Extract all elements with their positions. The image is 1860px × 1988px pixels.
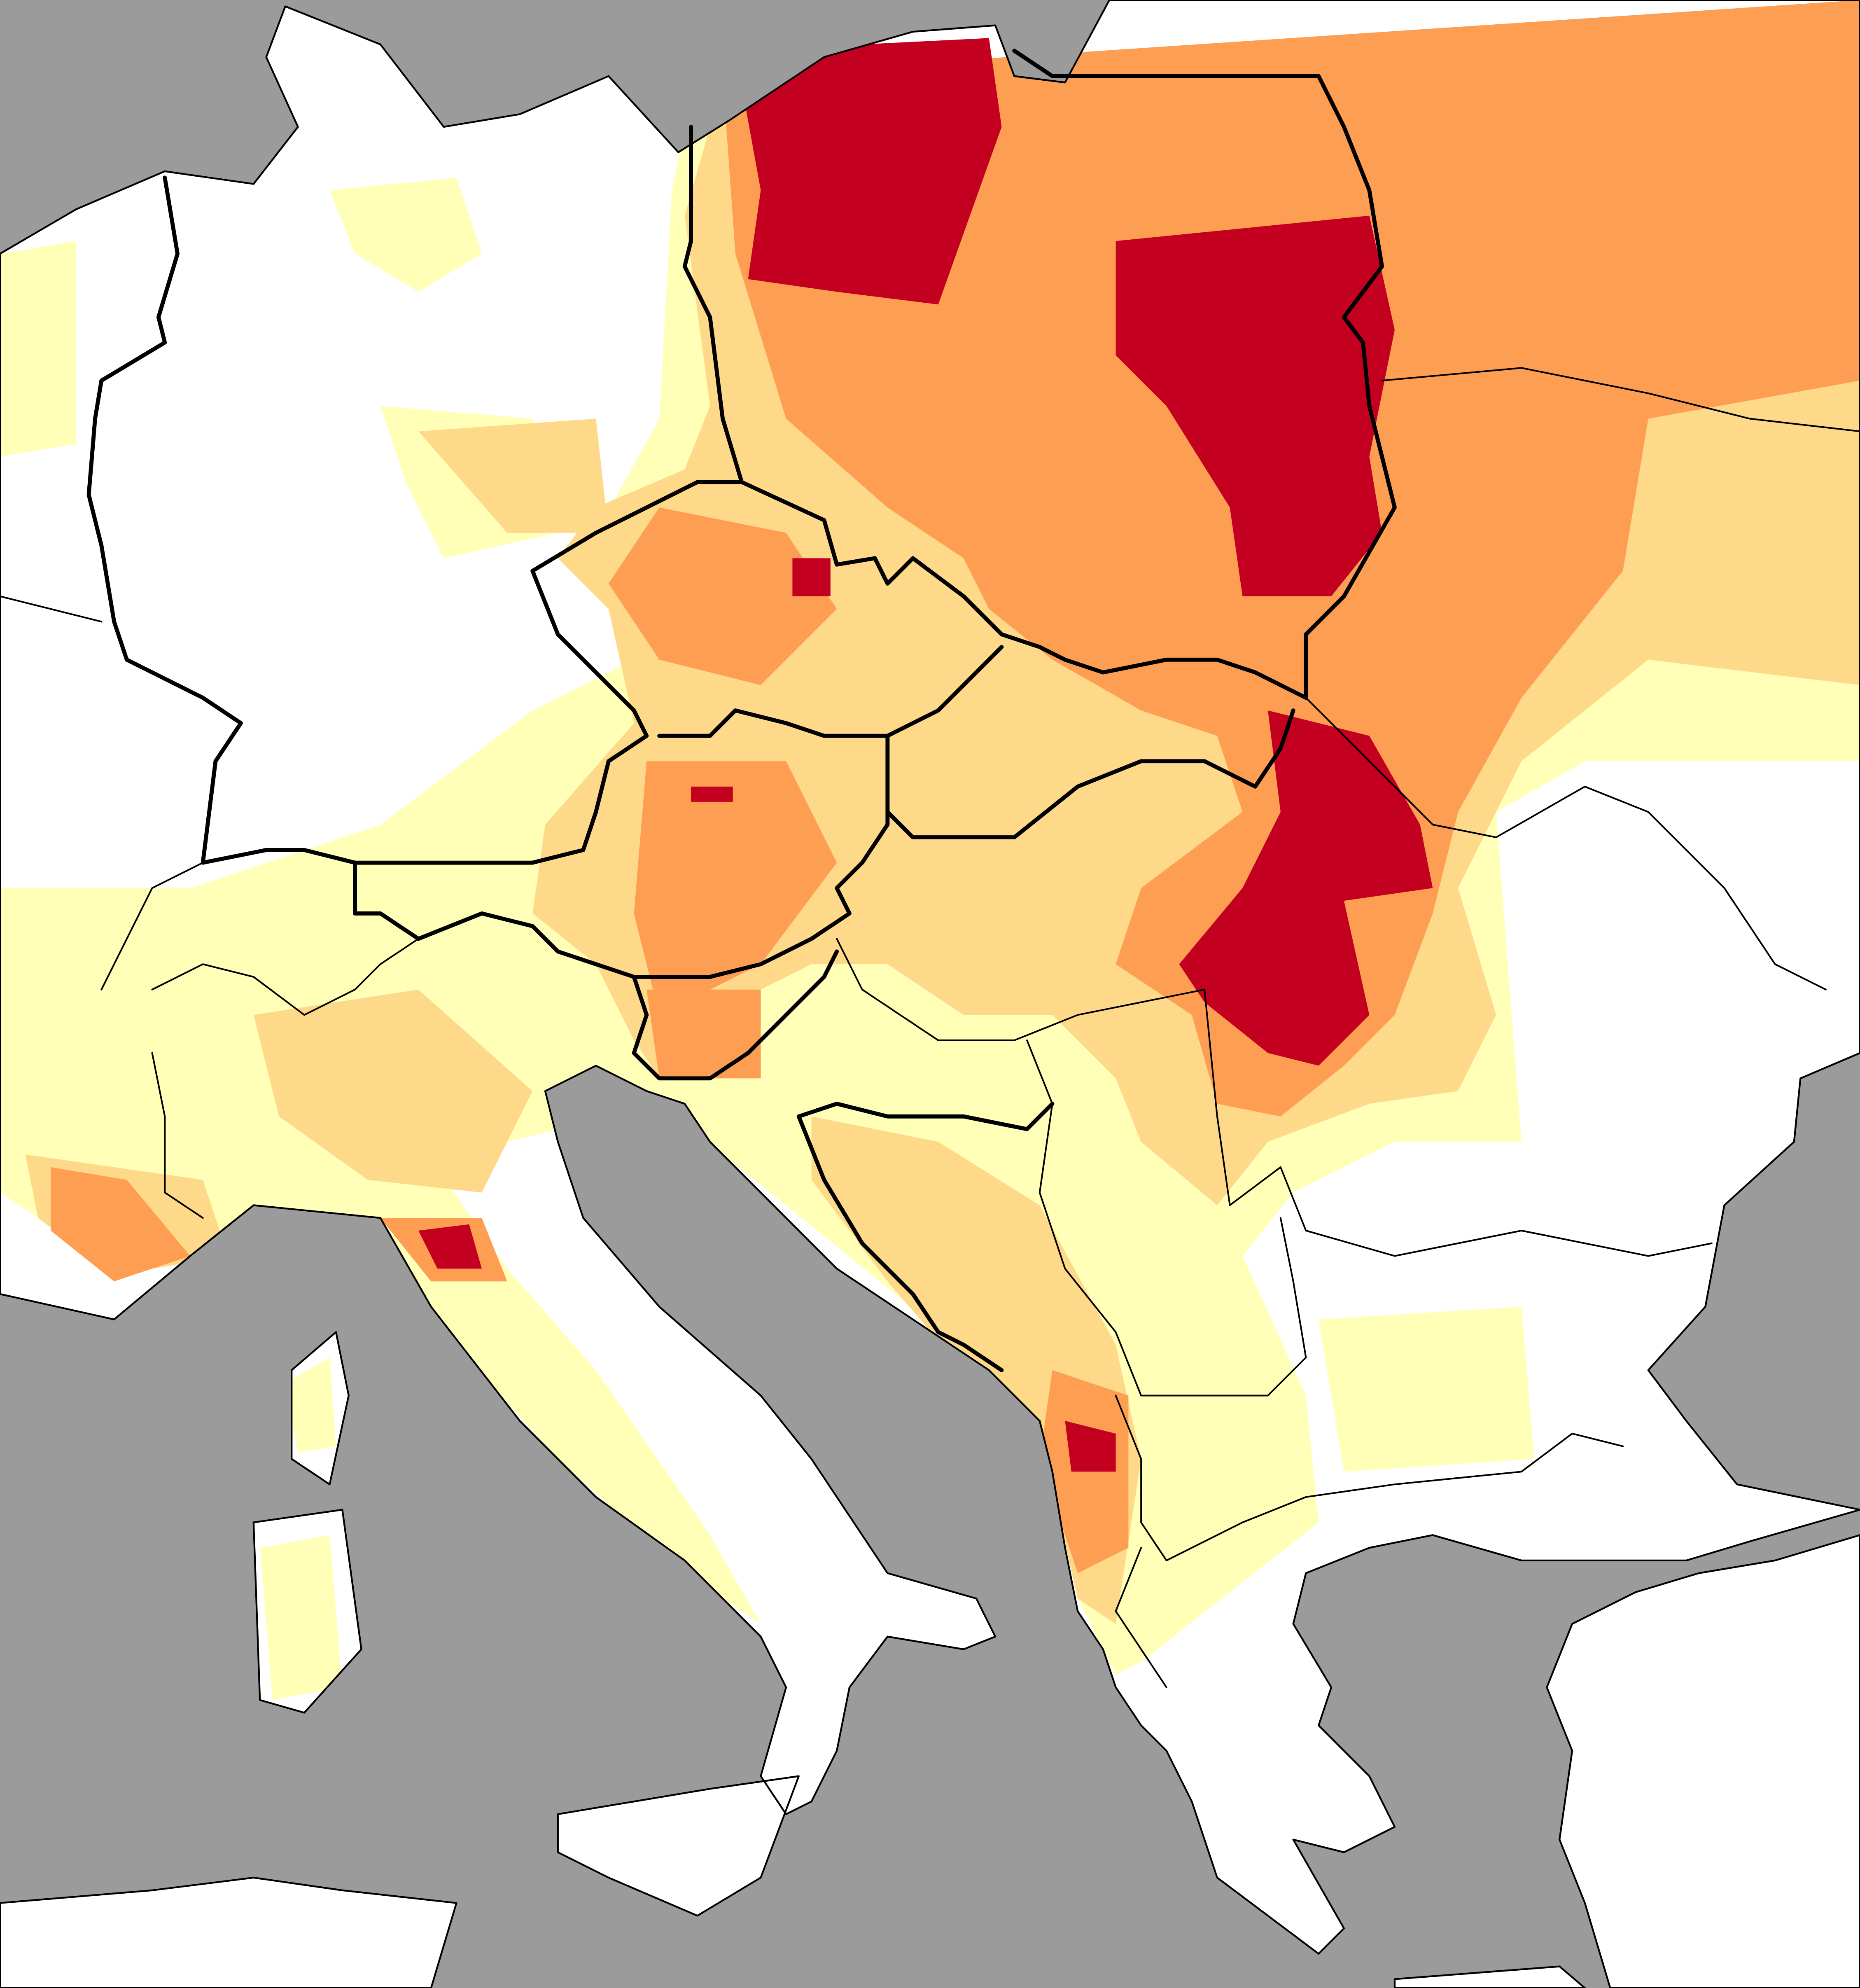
border — [1115, 1547, 1167, 1688]
border — [1026, 1039, 1307, 1397]
border — [682, 49, 1397, 700]
heat-area — [1179, 710, 1433, 1066]
border — [151, 1052, 204, 1219]
border — [796, 1114, 1004, 1372]
heat-area — [418, 418, 609, 533]
heat-area — [329, 178, 482, 292]
border — [86, 175, 744, 865]
border — [796, 1102, 1055, 1131]
border — [1115, 1395, 1624, 1561]
heat-area — [253, 989, 533, 1193]
border — [353, 734, 890, 979]
border — [632, 949, 839, 1081]
heat-area — [691, 786, 733, 802]
border — [1305, 697, 1827, 990]
heat-area — [51, 1167, 190, 1282]
heat-area — [608, 507, 837, 685]
border — [836, 938, 1206, 1041]
heat-area — [260, 1535, 343, 1700]
heat-area — [735, 38, 1002, 305]
thin-borders — [0, 367, 1860, 1688]
heat-area — [1116, 215, 1395, 596]
border — [1381, 367, 1860, 432]
border — [1204, 988, 1713, 1257]
border — [0, 595, 103, 623]
heat-area — [634, 761, 837, 1015]
heat-area — [792, 558, 831, 596]
heat-area — [418, 1224, 482, 1269]
heat-area — [0, 241, 76, 457]
heat-area — [646, 989, 761, 1079]
heat-area — [1319, 1306, 1534, 1472]
heat-level-4 — [418, 38, 1433, 1472]
border — [657, 645, 1004, 738]
border — [151, 938, 420, 1016]
heat-area — [285, 1357, 336, 1453]
heat-area — [1065, 1421, 1116, 1472]
thick-borders — [86, 49, 1397, 1372]
border — [885, 708, 1295, 839]
